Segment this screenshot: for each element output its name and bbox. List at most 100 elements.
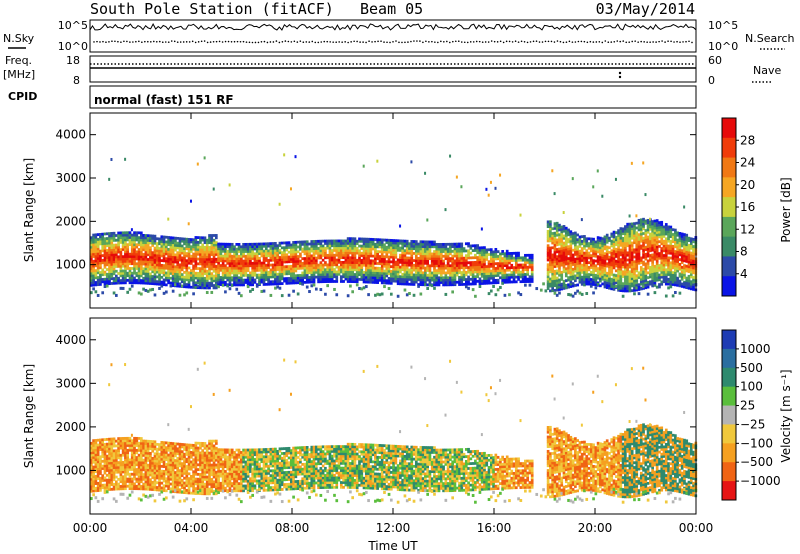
power-cell bbox=[126, 278, 130, 282]
power-cell bbox=[249, 242, 252, 246]
power-cell bbox=[267, 270, 270, 274]
power-cell bbox=[594, 240, 598, 244]
power-cell bbox=[274, 263, 277, 267]
power-cell bbox=[314, 263, 318, 267]
power-cell bbox=[374, 273, 377, 277]
power-cell bbox=[574, 236, 577, 240]
power-cell bbox=[392, 267, 395, 271]
power-cell bbox=[124, 243, 127, 247]
power-cell bbox=[364, 261, 368, 265]
power-cell bbox=[401, 239, 405, 243]
power-cell bbox=[314, 259, 318, 262]
power-cell bbox=[676, 255, 679, 259]
power-cell bbox=[478, 248, 482, 252]
power-cell bbox=[589, 242, 593, 246]
power-cell bbox=[158, 239, 161, 243]
power-cell bbox=[267, 275, 270, 279]
power-cell bbox=[362, 237, 366, 241]
power-cell bbox=[626, 253, 629, 257]
noise-search-dot bbox=[571, 41, 574, 43]
power-cell bbox=[162, 280, 166, 284]
power-cell bbox=[489, 272, 493, 275]
power-cell bbox=[162, 254, 166, 258]
power-cell bbox=[442, 264, 445, 268]
power-cell bbox=[414, 242, 418, 246]
power-cell bbox=[589, 254, 593, 258]
power-cell bbox=[587, 254, 591, 257]
power-cell bbox=[117, 279, 120, 283]
power-cell bbox=[214, 245, 218, 249]
power-cell bbox=[208, 234, 211, 237]
power-cell bbox=[508, 266, 511, 270]
power-cell bbox=[214, 234, 218, 237]
power-cell bbox=[160, 244, 164, 248]
power-cell bbox=[226, 257, 230, 260]
power-cell bbox=[258, 264, 261, 267]
power-cell bbox=[614, 252, 618, 256]
power-cell bbox=[201, 248, 205, 252]
power-cell bbox=[337, 256, 341, 260]
power-cell bbox=[617, 269, 620, 273]
power-cell bbox=[644, 269, 648, 273]
power-cell bbox=[151, 267, 155, 271]
power-cell bbox=[178, 258, 182, 262]
power-cell bbox=[258, 247, 261, 251]
power-cell bbox=[233, 245, 236, 249]
power-cell bbox=[601, 263, 604, 267]
power-cell bbox=[321, 246, 325, 250]
power-cell bbox=[124, 238, 127, 242]
power-cell bbox=[410, 242, 414, 246]
power-cell bbox=[626, 237, 629, 240]
power-cell bbox=[580, 242, 584, 246]
power-cell bbox=[176, 272, 180, 276]
power-cell bbox=[587, 282, 591, 286]
power-cell bbox=[478, 263, 482, 266]
power-cell bbox=[669, 247, 673, 250]
power-cell bbox=[442, 281, 445, 284]
power-cell bbox=[230, 257, 234, 261]
power-cell bbox=[474, 253, 477, 257]
power-cell bbox=[469, 244, 473, 248]
power-cell bbox=[139, 279, 143, 282]
power-cell bbox=[137, 274, 141, 278]
power-cell bbox=[564, 229, 568, 232]
power-cell bbox=[626, 272, 629, 276]
power-cell bbox=[205, 248, 209, 252]
power-cell bbox=[587, 246, 591, 250]
power-cell bbox=[169, 269, 173, 273]
power-cell bbox=[585, 244, 589, 248]
power-cell bbox=[310, 273, 314, 277]
power-cell bbox=[183, 240, 186, 243]
power-cell bbox=[560, 235, 564, 238]
power-cell bbox=[644, 272, 648, 275]
power-cell bbox=[444, 250, 448, 253]
power-cell bbox=[126, 238, 130, 242]
power-cell bbox=[126, 274, 130, 278]
power-cell bbox=[476, 270, 479, 274]
power-cell bbox=[524, 275, 527, 279]
power-cell bbox=[546, 265, 550, 269]
power-cell bbox=[294, 155, 297, 159]
power-cell bbox=[560, 244, 564, 248]
power-cell bbox=[351, 242, 355, 245]
power-cell bbox=[653, 243, 657, 247]
power-cell bbox=[255, 259, 259, 263]
power-cell bbox=[267, 244, 270, 248]
power-cell bbox=[428, 278, 432, 282]
power-cell bbox=[496, 274, 500, 277]
power-cell bbox=[396, 277, 400, 281]
power-cell bbox=[594, 247, 598, 251]
power-cell bbox=[355, 277, 359, 281]
power-cell bbox=[635, 236, 639, 239]
power-cell bbox=[214, 248, 218, 252]
power-cell bbox=[124, 262, 127, 266]
power-cell bbox=[128, 274, 132, 277]
power-cell bbox=[333, 268, 336, 271]
power-cell bbox=[349, 244, 352, 248]
power-cell bbox=[603, 266, 607, 270]
power-cell bbox=[589, 266, 593, 269]
power-cell bbox=[135, 252, 139, 256]
power-cell bbox=[103, 263, 107, 267]
power-cell bbox=[255, 261, 259, 265]
noise-search-dot bbox=[667, 40, 669, 42]
